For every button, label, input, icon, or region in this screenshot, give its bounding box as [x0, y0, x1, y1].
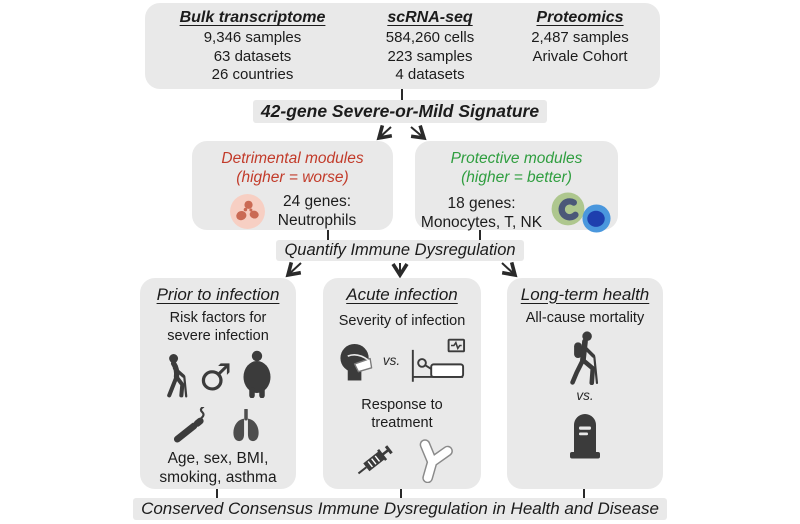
hiker-icon [570, 331, 599, 385]
quantify-banner: Quantify Immune Dysregulation [0, 240, 800, 261]
column-stat: 26 countries [211, 66, 294, 83]
detrimental-subtitle: (higher = worse) [236, 169, 349, 186]
syringe-icon [357, 444, 393, 474]
prior-to-infection-box: Prior to infection Risk factors for seve… [140, 278, 296, 489]
monocyte-icon [551, 192, 585, 226]
column-title: scRNA-seq [387, 9, 473, 26]
acute-severity-label: Severity of infection [338, 313, 466, 329]
lymphocyte-icon [582, 204, 611, 233]
column-stat: 2,487 samples [531, 29, 629, 46]
protective-subtitle: (higher = better) [461, 169, 572, 186]
quantify-label: Quantify Immune Dysregulation [276, 240, 524, 261]
neutrophil-icon [229, 193, 265, 229]
masked-face-icon [340, 343, 373, 380]
column-stat: 63 datasets [213, 47, 292, 65]
acute-vs-label: vs. [382, 353, 401, 368]
prior-caption: Age, sex, BMI, smoking, asthma [159, 450, 277, 486]
column-stat: 4 datasets [395, 66, 465, 83]
acute-title: Acute infection [346, 285, 458, 304]
column-stat: 9,346 samples [203, 29, 302, 46]
bulk-transcriptome-column: Bulk transcriptome 9,346 samples 63 data… [155, 9, 350, 85]
hospital-bed-icon [411, 338, 466, 382]
detrimental-title: Detrimental modules [221, 150, 364, 167]
protective-title: Protective modules [450, 150, 583, 167]
longterm-title: Long-term health [520, 285, 650, 304]
acute-treatment-label: Response to treatment [361, 397, 443, 431]
detrimental-genes-text: 24 genes: Neutrophils [277, 193, 357, 229]
protective-modules-box: Protective modules (higher = better) 18 … [415, 141, 618, 233]
obese-person-icon [243, 350, 271, 398]
antibody-icon [419, 439, 453, 483]
lungs-icon [233, 409, 259, 442]
column-stat: 223 samples [387, 47, 473, 65]
scrna-seq-column: scRNA-seq 584,260 cells 223 samples 4 da… [350, 9, 510, 85]
tombstone-icon [570, 414, 600, 459]
column-title: Proteomics [536, 9, 624, 26]
column-stat: Arivale Cohort [532, 47, 628, 65]
detrimental-modules-box: Detrimental modules (higher = worse) 24 … [192, 141, 393, 230]
proteomics-column: Proteomics 2,487 samples Arivale Cohort [510, 9, 650, 85]
long-term-health-box: Long-term health All-cause mortality vs. [507, 278, 663, 489]
cigarette-icon [173, 407, 205, 443]
column-stat: 584,260 cells [385, 29, 475, 46]
longterm-vs-label: vs. [576, 388, 594, 403]
acute-infection-box: Acute infection Severity of infection vs… [323, 278, 481, 489]
protective-genes-text: 18 genes: Monocytes, T, NK [420, 195, 543, 231]
signature-banner: 42-gene Severe-or-Mild Signature [0, 100, 800, 123]
male-symbol-icon: ♂ [198, 356, 233, 399]
longterm-subtitle: All-cause mortality [525, 310, 645, 326]
prior-title: Prior to infection [156, 285, 280, 304]
footer-banner: Conserved Consensus Immune Dysregulation… [0, 498, 800, 520]
signature-label: 42-gene Severe-or-Mild Signature [252, 100, 548, 123]
elderly-person-icon [167, 354, 188, 398]
footer-label: Conserved Consensus Immune Dysregulation… [133, 498, 667, 520]
datasets-box: Bulk transcriptome 9,346 samples 63 data… [145, 3, 660, 89]
column-title: Bulk transcriptome [179, 9, 326, 26]
prior-subtitle: Risk factors for severe infection [167, 310, 269, 344]
